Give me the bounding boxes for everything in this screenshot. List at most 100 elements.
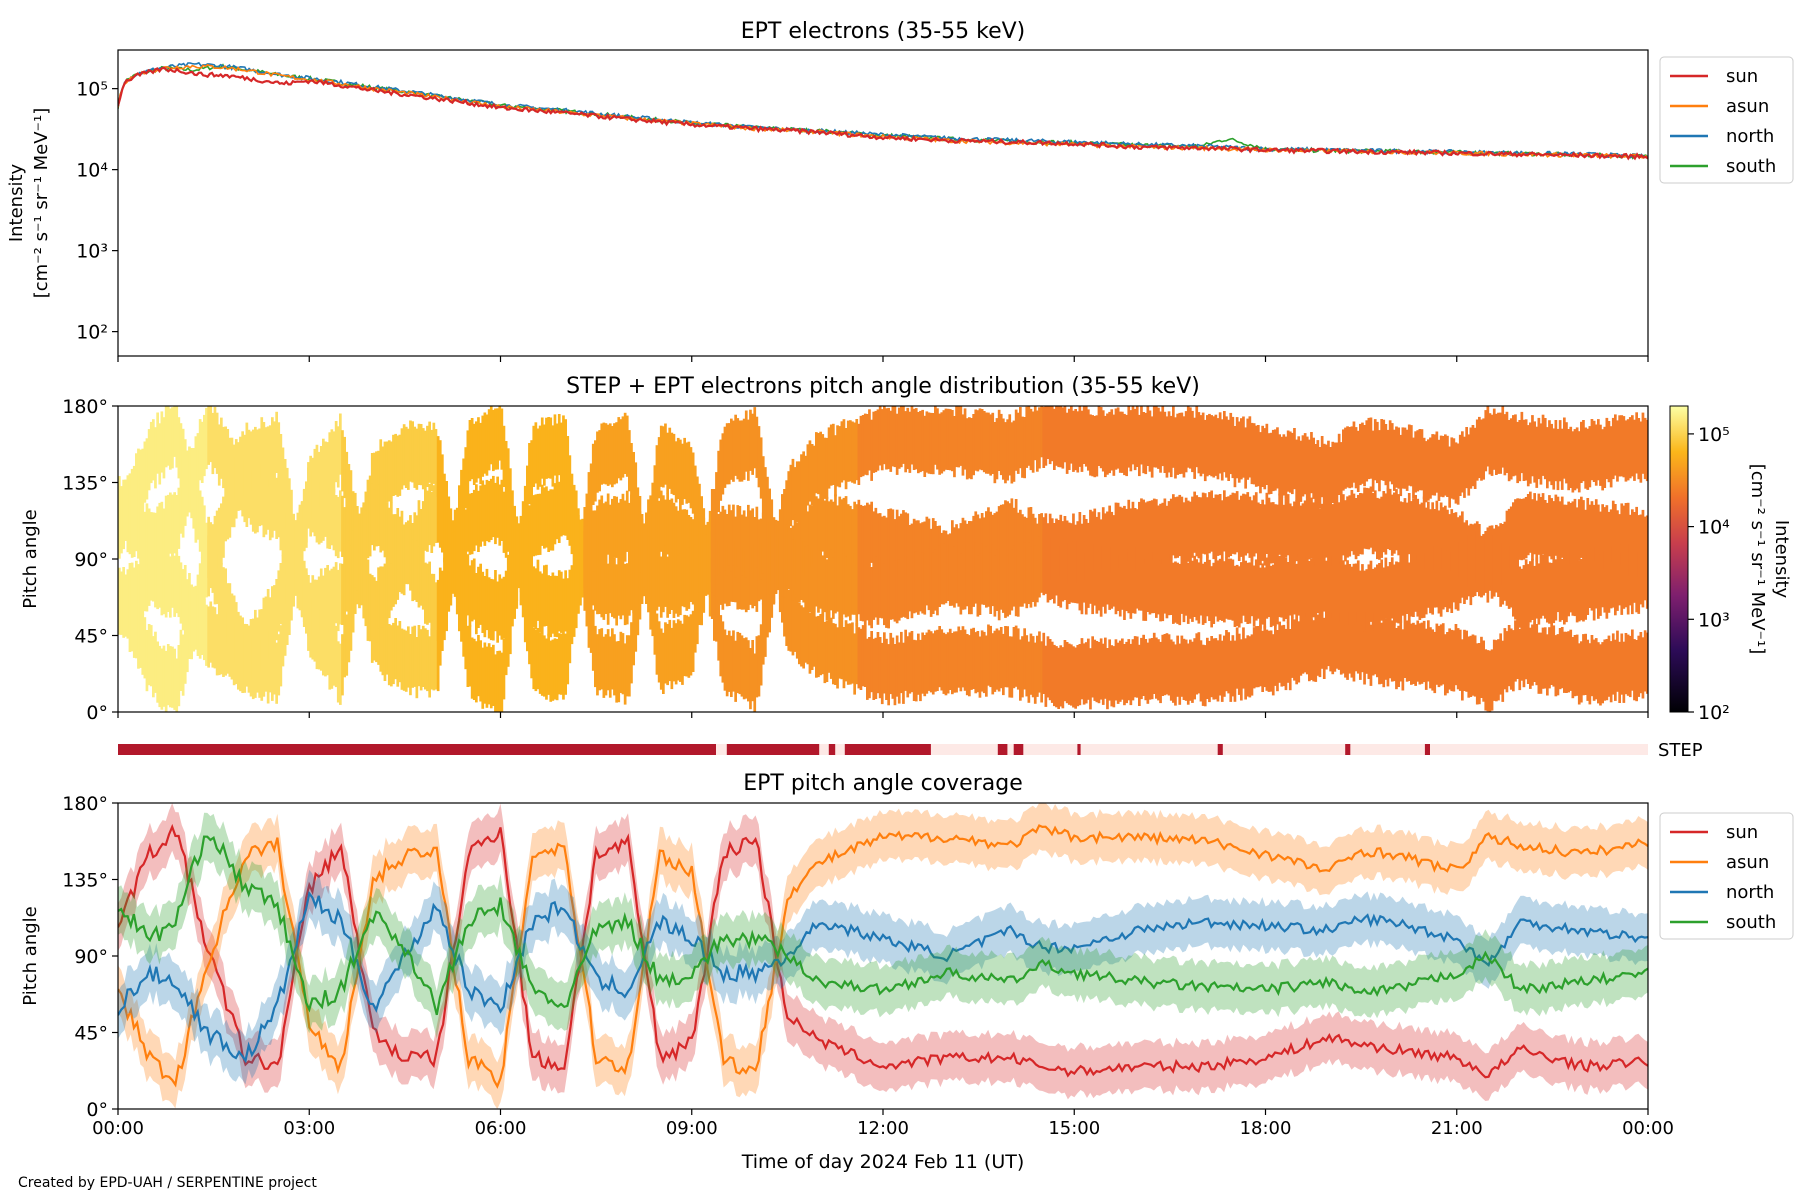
- heat-cell: [1444, 434, 1447, 496]
- heat-cell: [1257, 626, 1260, 688]
- heat-cell: [1214, 555, 1218, 617]
- heat-cell: [200, 421, 204, 483]
- heat-cell: [1189, 407, 1192, 469]
- heat-cell: [158, 546, 162, 608]
- heat-cell: [530, 440, 533, 502]
- heat-cell: [1312, 620, 1315, 682]
- heat-cell: [200, 557, 204, 619]
- heat-cell: [1365, 569, 1369, 631]
- heat-cell: [200, 593, 204, 655]
- heat-cell: [443, 501, 446, 563]
- heat-cell: [557, 414, 561, 476]
- heat-cell: [681, 443, 684, 505]
- heat-cell: [315, 579, 319, 641]
- heat-cell: [560, 633, 563, 695]
- heat-cell: [721, 433, 725, 495]
- heat-cell: [211, 606, 215, 668]
- heat-cell: [853, 501, 856, 563]
- heat-cell: [1127, 499, 1131, 561]
- heat-cell: [827, 560, 831, 622]
- heat-cell: [1101, 545, 1105, 607]
- heat-cell: [181, 634, 185, 696]
- heat-cell: [1089, 648, 1092, 710]
- panel4-ylabel: Pitch angle: [20, 906, 41, 1005]
- heat-cell: [528, 603, 531, 665]
- heat-cell: [290, 521, 293, 583]
- heat-cell: [740, 635, 744, 697]
- heat-cell: [1505, 544, 1509, 606]
- heat-cell: [819, 431, 822, 493]
- heat-cell: [753, 407, 757, 469]
- heat-cell: [787, 471, 791, 533]
- heat-cell: [1101, 643, 1105, 705]
- heat-cell: [878, 406, 882, 466]
- heat-cell: [273, 585, 276, 647]
- heat-cell: [1367, 488, 1371, 550]
- heat-cell: [194, 588, 198, 650]
- heat-cell: [596, 634, 599, 696]
- heat-cell: [319, 609, 323, 671]
- heat-cell: [1248, 562, 1252, 624]
- heat-cell: [419, 509, 423, 571]
- heat-cell: [961, 626, 965, 688]
- heat-cell: [1429, 552, 1432, 614]
- heat-cell: [415, 637, 419, 699]
- heat-cell: [594, 510, 597, 572]
- heat-cell: [1250, 555, 1254, 617]
- panel2-y-ticks: 0°45°90°135°180°: [62, 396, 118, 724]
- heat-cell: [1633, 419, 1636, 481]
- heat-cell: [970, 553, 973, 615]
- heat-cell: [385, 613, 389, 675]
- heat-cell: [560, 571, 563, 633]
- heat-cell: [1180, 496, 1184, 558]
- heat-cell: [874, 637, 878, 699]
- heat-cell: [808, 440, 812, 502]
- heat-cell: [532, 566, 536, 628]
- heat-cell: [479, 563, 482, 625]
- heat-cell: [887, 567, 890, 629]
- heat-cell: [927, 412, 931, 474]
- heat-cell: [968, 521, 971, 583]
- heat-cell: [940, 543, 944, 605]
- heat-cell: [693, 465, 697, 527]
- heat-cell: [634, 546, 638, 608]
- heat-cell: [912, 518, 916, 580]
- heat-cell: [604, 552, 608, 614]
- heat-cell: [897, 559, 901, 621]
- heat-cell: [1201, 563, 1205, 625]
- heat-cell: [1257, 557, 1260, 619]
- heat-cell: [381, 566, 385, 628]
- heat-cell: [528, 552, 531, 615]
- heat-cell: [398, 434, 402, 496]
- heat-cell: [781, 525, 784, 587]
- heat-cell: [1322, 443, 1326, 505]
- heat-cell: [266, 642, 270, 704]
- heat-cell: [1131, 552, 1135, 614]
- heat-cell: [1212, 497, 1216, 560]
- heat-cell: [1010, 636, 1014, 698]
- heat-cell: [1274, 504, 1277, 566]
- heat-cell: [1509, 506, 1513, 568]
- heat-cell: [1184, 411, 1188, 473]
- heat-cell: [948, 544, 952, 606]
- heat-cell: [1333, 558, 1337, 620]
- heat-cell: [1216, 418, 1220, 480]
- heat-cell: [241, 455, 244, 517]
- heat-cell: [1575, 634, 1579, 696]
- heat-cell: [961, 548, 965, 610]
- heat-cell: [602, 422, 606, 484]
- heat-cell: [438, 567, 442, 629]
- heat-cell: [1303, 611, 1307, 673]
- heat-cell: [326, 442, 329, 504]
- heat-cell: [1571, 554, 1575, 616]
- heat-cell: [1446, 435, 1449, 497]
- heat-cell: [1053, 542, 1056, 604]
- heat-cell: [621, 416, 625, 478]
- heat-cell: [1484, 410, 1488, 472]
- heat-cell: [1023, 542, 1026, 604]
- heat-cell: [904, 512, 907, 574]
- heat-cell: [398, 516, 402, 578]
- heat-cell: [1359, 618, 1362, 680]
- heat-cell: [436, 481, 440, 543]
